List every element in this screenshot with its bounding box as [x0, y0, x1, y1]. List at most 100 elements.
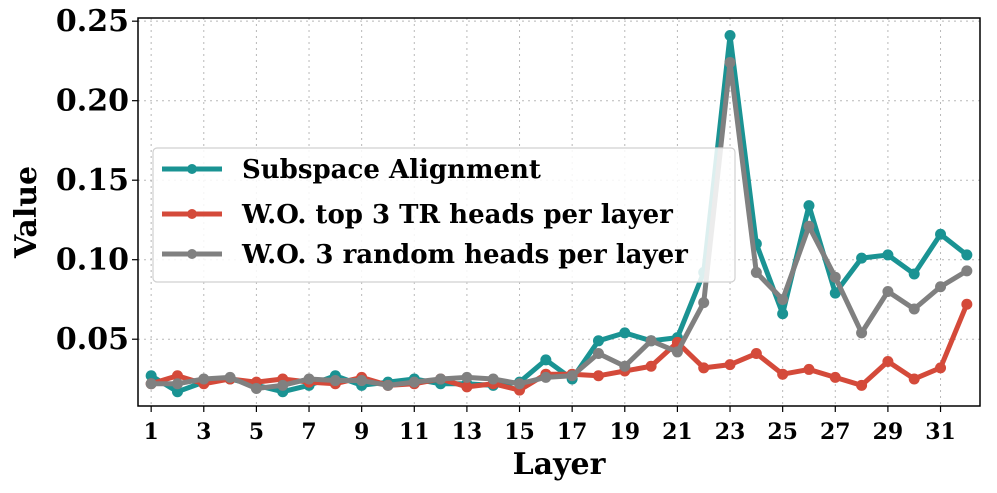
data-point	[592, 348, 604, 360]
data-point	[145, 370, 157, 382]
x-tick-label: 3	[196, 419, 211, 445]
data-point	[171, 378, 183, 390]
data-point	[592, 370, 604, 382]
legend-label: W.O. 3 random heads per layer	[241, 240, 688, 270]
data-point	[566, 370, 578, 382]
data-point	[908, 268, 920, 280]
legend-label: W.O. top 3 TR heads per layer	[241, 200, 673, 230]
data-point	[803, 200, 815, 212]
x-tick-label: 5	[249, 419, 264, 445]
data-point	[961, 298, 973, 310]
data-point	[408, 376, 420, 388]
data-point	[224, 371, 236, 383]
data-point	[777, 368, 789, 380]
data-point	[382, 379, 394, 391]
data-point	[698, 297, 710, 309]
y-tick-label: 0.15	[56, 163, 129, 198]
x-tick-label: 15	[504, 419, 535, 445]
legend-swatch-marker	[187, 164, 197, 174]
legend-swatch-marker	[187, 209, 197, 219]
data-point	[619, 360, 631, 372]
data-point	[829, 287, 841, 299]
data-point	[750, 266, 762, 278]
data-point	[908, 303, 920, 315]
data-point	[461, 381, 473, 393]
x-tick-label: 1	[144, 419, 159, 445]
data-point	[856, 252, 868, 264]
data-point	[303, 373, 315, 385]
data-point	[724, 57, 736, 69]
y-tick-label: 0.10	[56, 243, 129, 278]
data-point	[935, 228, 947, 240]
data-point	[171, 370, 183, 382]
x-tick-label: 7	[301, 419, 316, 445]
legend-entry-1: W.O. top 3 TR heads per layer	[162, 200, 673, 230]
plot-frame	[137, 17, 981, 407]
data-point	[356, 375, 368, 387]
x-axis-title: Layer	[513, 447, 607, 482]
data-point	[461, 371, 473, 383]
series-2	[145, 57, 973, 395]
series-layer	[145, 29, 973, 398]
data-point	[540, 354, 552, 366]
x-tick-label: 23	[715, 419, 746, 445]
y-axis: 0.05 0.10 0.15 0.20 0.25	[56, 4, 138, 357]
x-tick-label: 21	[662, 419, 693, 445]
y-tick-label: 0.20	[56, 84, 129, 119]
series-1	[145, 298, 973, 396]
data-point	[487, 373, 499, 385]
legend-entry-2: W.O. 3 random heads per layer	[162, 240, 688, 270]
data-point	[540, 371, 552, 383]
data-point	[619, 327, 631, 339]
x-tick-label: 27	[820, 419, 851, 445]
legend-entry-0: Subspace Alignment	[162, 155, 541, 185]
x-tick-label: 29	[873, 419, 904, 445]
data-point	[171, 386, 183, 398]
data-point	[435, 373, 447, 385]
x-tick-label: 11	[399, 419, 430, 445]
data-point	[250, 383, 262, 395]
x-tick-label: 17	[557, 419, 588, 445]
data-point	[645, 335, 657, 347]
data-point	[856, 327, 868, 339]
data-point	[935, 281, 947, 293]
data-point	[777, 308, 789, 320]
data-point	[882, 286, 894, 298]
data-point	[145, 378, 157, 390]
data-point	[829, 371, 841, 383]
data-point	[935, 362, 947, 374]
data-point	[829, 271, 841, 283]
data-point	[592, 335, 604, 347]
legend: Subspace Alignment W.O. top 3 TR heads p…	[152, 147, 736, 283]
data-point	[277, 379, 289, 391]
data-point	[882, 249, 894, 261]
data-point	[724, 359, 736, 371]
y-tick-label: 0.05	[56, 322, 129, 357]
data-point	[777, 293, 789, 305]
data-point	[856, 379, 868, 391]
x-tick-label: 19	[609, 419, 640, 445]
x-tick-label: 31	[925, 419, 956, 445]
x-tick-label: 13	[452, 419, 483, 445]
x-tick-label: 25	[767, 419, 798, 445]
data-point	[724, 29, 736, 41]
data-point	[514, 378, 526, 390]
data-point	[329, 375, 341, 387]
data-point	[750, 348, 762, 360]
data-point	[961, 249, 973, 261]
data-point	[882, 355, 894, 367]
x-tick-label: 9	[354, 419, 369, 445]
data-point	[803, 220, 815, 232]
data-point	[803, 363, 815, 375]
data-point	[645, 360, 657, 372]
x-axis: 1 3 5 7 9 11 13 15 17 19 21 23 25 27 29 31	[144, 406, 956, 445]
legend-swatch-marker	[187, 249, 197, 259]
data-point	[698, 362, 710, 374]
data-point	[908, 373, 920, 385]
data-point	[961, 265, 973, 277]
legend-label: Subspace Alignment	[242, 155, 541, 185]
y-axis-title: Value	[9, 166, 44, 259]
data-point	[198, 373, 210, 385]
y-tick-label: 0.25	[56, 4, 129, 39]
data-point	[671, 346, 683, 358]
